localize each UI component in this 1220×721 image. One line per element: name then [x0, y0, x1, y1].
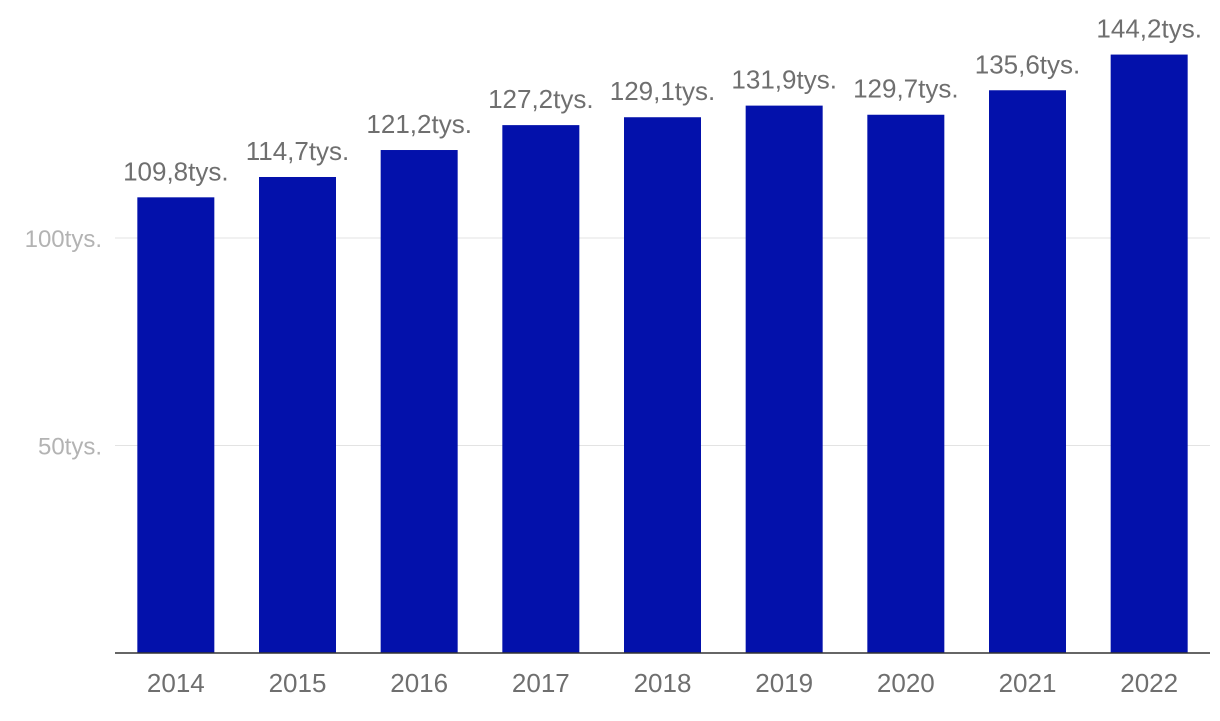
- data-label: 114,7tys.: [246, 136, 350, 166]
- bar-2022: [1110, 54, 1188, 653]
- y-tick-label: 100tys.: [25, 226, 102, 253]
- x-tick-label: 2021: [999, 668, 1057, 698]
- y-tick-label: 50tys.: [38, 434, 102, 461]
- bar-2021: [989, 90, 1066, 653]
- x-axis: 2014 2015 2016 2017 2018 2019 2020 2021 2022: [115, 652, 1210, 698]
- bar-2016: [380, 150, 458, 653]
- bar-2020: [867, 114, 945, 654]
- bar-2017: [502, 125, 580, 654]
- data-label: 131,9tys.: [731, 65, 837, 95]
- bar-2019: [745, 105, 823, 654]
- data-label: 129,1tys.: [610, 76, 716, 106]
- x-tick-label: 2018: [634, 668, 692, 698]
- data-label: 109,8tys.: [123, 156, 229, 186]
- x-tick-label: 2019: [755, 668, 813, 698]
- data-label: 121,2tys.: [366, 109, 472, 139]
- data-label: 144,2tys.: [1096, 14, 1202, 44]
- x-tick-label: 2017: [512, 668, 570, 698]
- data-labels: 109,8tys. 114,7tys. 121,2tys. 127,2tys. 129,…: [123, 14, 1202, 187]
- bars: [137, 54, 1188, 654]
- data-label: 129,7tys.: [853, 74, 959, 104]
- x-tick-label: 2016: [390, 668, 448, 698]
- data-label: 127,2tys.: [488, 84, 594, 114]
- data-label: 135,6tys.: [975, 49, 1081, 79]
- x-tick-label: 2022: [1120, 668, 1178, 698]
- x-tick-label: 2014: [147, 668, 205, 698]
- x-tick-label: 2015: [269, 668, 327, 698]
- bar-2015: [259, 176, 336, 653]
- bar-2018: [624, 117, 701, 654]
- bar-2014: [137, 197, 215, 653]
- x-tick-label: 2020: [877, 668, 935, 698]
